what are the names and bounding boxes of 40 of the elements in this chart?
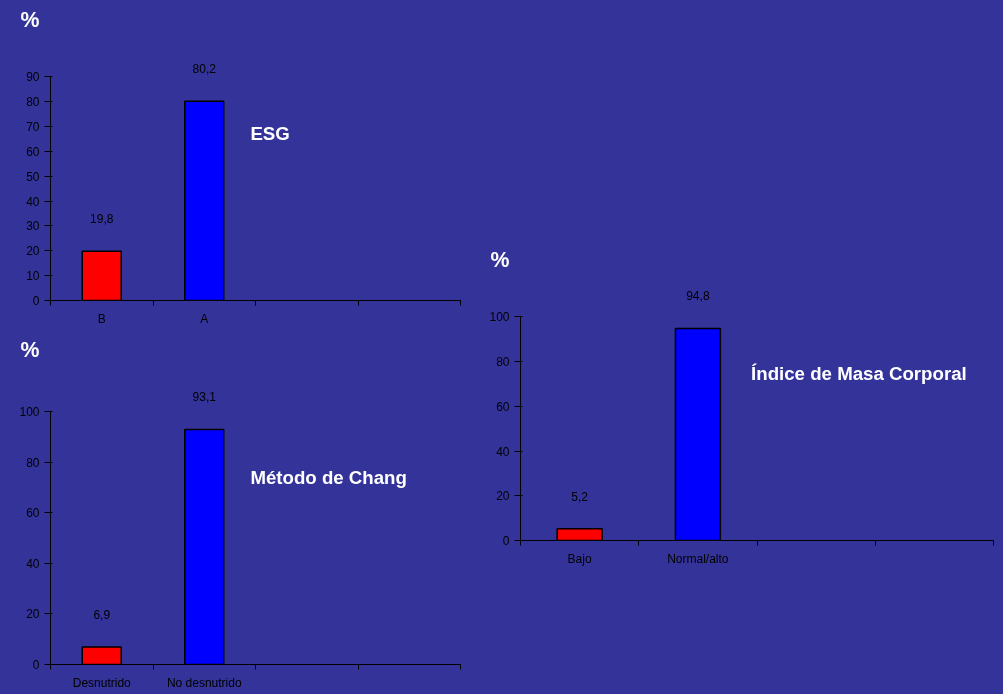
y-tick-label: 20 <box>26 607 40 622</box>
y-tick-label: 40 <box>26 194 40 209</box>
data-label: 80,2 <box>192 62 217 77</box>
y-tick-label: 20 <box>496 489 510 504</box>
text: ESG <box>250 122 290 144</box>
y-tick-label: 0 <box>32 658 40 672</box>
text: Índice de Masa Corporal <box>751 362 967 384</box>
y-tick-label: 90 <box>26 70 40 85</box>
data-label: 19,8 <box>90 212 114 227</box>
y-axis-title: % <box>20 7 40 32</box>
x-tick-label: Normal/alto <box>667 551 729 566</box>
y-tick-label: 10 <box>26 269 40 284</box>
y-tick-label: 70 <box>26 119 40 134</box>
y-tick-label: 60 <box>26 144 40 159</box>
y-axis-title: % <box>490 247 510 272</box>
x-tick-label: Desnutrido <box>72 675 132 690</box>
y-tick-label: 50 <box>26 169 40 184</box>
y-tick-label: 100 <box>489 310 510 325</box>
y-axis-title: % <box>20 337 40 362</box>
y-tick-label: 40 <box>496 444 510 459</box>
data-label: 5,2 <box>571 489 589 504</box>
y-tick-label: 30 <box>26 219 40 234</box>
data-label: 94,8 <box>686 289 710 304</box>
y-tick-label: 80 <box>26 95 40 110</box>
y-tick-label: 0 <box>32 294 40 308</box>
y-tick-label: 100 <box>19 405 40 420</box>
data-label: 93,1 <box>192 390 217 405</box>
y-tick-label: 80 <box>496 355 510 370</box>
data-label: 6,9 <box>93 608 111 623</box>
text: Método de Chang <box>250 466 407 488</box>
x-tick-label: No desnutrido <box>166 675 242 690</box>
y-tick-label: 60 <box>26 506 40 521</box>
y-tick-label: 0 <box>502 534 510 548</box>
y-tick-label: 40 <box>26 556 40 571</box>
x-tick-label: B <box>97 311 106 326</box>
x-tick-label: Bajo <box>567 551 592 566</box>
y-tick-label: 80 <box>26 455 40 470</box>
y-tick-label: 20 <box>26 244 40 259</box>
x-tick-label: A <box>200 311 209 326</box>
y-tick-label: 60 <box>496 399 510 414</box>
